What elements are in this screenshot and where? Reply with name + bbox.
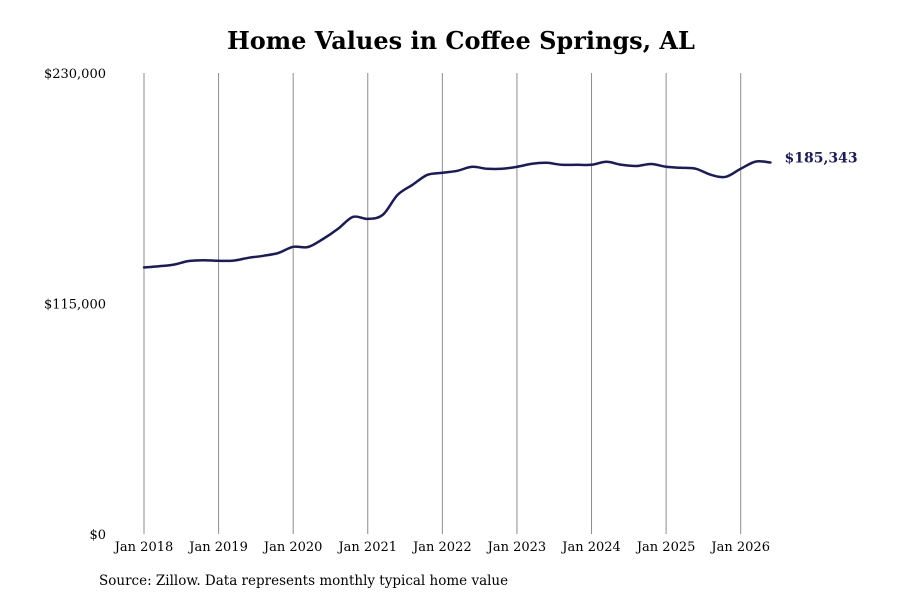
x-tick-label: Jan 2019 bbox=[187, 540, 248, 555]
x-tick-label: Jan 2025 bbox=[635, 540, 696, 555]
y-axis-ticks: $0 $115,000 $230,000 bbox=[44, 67, 106, 543]
series-group bbox=[142, 160, 772, 269]
source-note: Source: Zillow. Data represents monthly … bbox=[99, 573, 509, 589]
chart-title: Home Values in Coffee Springs, AL bbox=[227, 26, 695, 55]
x-tick-label: Jan 2026 bbox=[709, 540, 770, 555]
y-tick-label: $230,000 bbox=[44, 67, 106, 82]
x-tick-label: Jan 2018 bbox=[113, 540, 174, 555]
x-tick-label: Jan 2023 bbox=[486, 540, 547, 555]
vertical-gridlines bbox=[143, 73, 742, 534]
x-tick-label: Jan 2022 bbox=[411, 540, 472, 555]
y-tick-label: $0 bbox=[89, 528, 106, 543]
x-tick-label: Jan 2024 bbox=[560, 540, 621, 555]
end-value-label: $185,343 bbox=[785, 151, 858, 167]
y-tick-label: $115,000 bbox=[44, 298, 106, 313]
series-line-0 bbox=[142, 160, 772, 269]
x-tick-label: Jan 2021 bbox=[336, 540, 397, 555]
x-tick-label: Jan 2020 bbox=[262, 540, 323, 555]
x-axis-ticks: Jan 2018 Jan 2019 Jan 2020 Jan 2021 Jan 2022… bbox=[113, 540, 770, 555]
